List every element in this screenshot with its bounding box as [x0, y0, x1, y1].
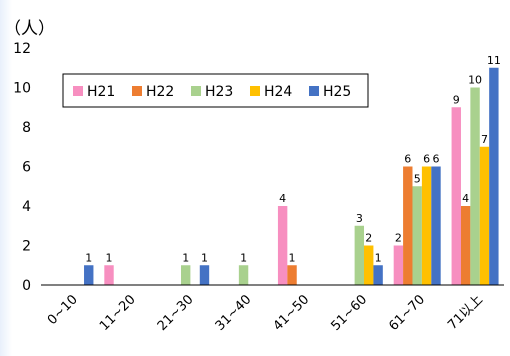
legend-swatch — [132, 86, 142, 96]
x-tick-label: 41~50 — [271, 292, 313, 334]
y-tick-label: 0 — [22, 278, 31, 294]
x-tick-label: 71以上 — [445, 292, 486, 333]
bar-h25-6 — [431, 166, 441, 285]
bar-h25-7 — [489, 67, 499, 285]
legend-label: H25 — [323, 84, 351, 100]
x-tick-label: 0~10 — [45, 292, 81, 328]
unit-label: （人） — [4, 19, 55, 39]
bar-h23-5 — [354, 225, 365, 285]
data-label: 10 — [468, 74, 482, 87]
bar-h24-5 — [364, 245, 374, 285]
data-label: 4 — [279, 192, 286, 205]
left-edge-decoration — [0, 0, 12, 356]
bar-h24-6 — [421, 166, 432, 285]
data-label: 1 — [201, 251, 208, 264]
data-label: 1 — [375, 251, 382, 264]
data-label: 9 — [453, 93, 460, 106]
bar-h23-7 — [470, 87, 480, 285]
data-label: 4 — [462, 192, 469, 205]
x-tick-label: 11~20 — [97, 292, 139, 334]
y-tick-label: 6 — [22, 160, 31, 176]
x-tick-label: 21~30 — [155, 292, 197, 334]
legend-label: H21 — [87, 84, 115, 100]
y-tick-label: 4 — [22, 199, 31, 215]
data-label: 6 — [423, 153, 430, 166]
legend-swatch — [191, 86, 201, 96]
legend-swatch — [73, 86, 83, 96]
data-label: 3 — [356, 212, 363, 225]
x-tick-label: 31~40 — [213, 292, 255, 334]
legend-swatch — [250, 86, 260, 96]
x-axis-tick-labels: 0~10 11~20 21~30 31~40 41~50 51~60 61~70 71以上 — [45, 292, 486, 334]
data-label: 1 — [289, 251, 296, 264]
legend-label: H24 — [264, 84, 292, 100]
data-label: 1 — [85, 251, 92, 264]
data-label: 7 — [481, 133, 488, 146]
bar-h25-2 — [199, 265, 210, 285]
data-label: 5 — [414, 172, 421, 185]
data-label: 1 — [182, 251, 189, 264]
y-tick-label: 10 — [13, 81, 31, 97]
data-label: 2 — [395, 232, 402, 245]
data-label: 1 — [106, 251, 113, 264]
bar-h24-7 — [479, 146, 490, 285]
data-label: 6 — [432, 153, 439, 166]
bar-h21-1 — [104, 265, 114, 285]
legend-label: H22 — [146, 84, 174, 100]
bar-h23-2 — [180, 265, 191, 285]
legend: H21 H22 H23 H24 H25 — [62, 73, 369, 108]
bar-h22-4 — [287, 265, 297, 285]
data-label: 11 — [487, 54, 501, 67]
y-tick-label: 12 — [13, 41, 31, 57]
x-tick-label: 51~60 — [328, 292, 370, 334]
bar-h23-6 — [412, 186, 422, 285]
bar-h22-7 — [460, 206, 471, 285]
y-tick-label: 2 — [22, 239, 31, 255]
bar-h21-4 — [277, 206, 288, 285]
y-tick-label: 8 — [22, 120, 31, 136]
x-tick-label: 61~70 — [386, 292, 428, 334]
bar-h25-5 — [373, 265, 383, 285]
bar-h21-6 — [393, 245, 404, 285]
data-label: 1 — [240, 251, 247, 264]
data-label: 2 — [365, 232, 372, 245]
bar-h22-6 — [403, 166, 413, 285]
legend-swatch — [309, 86, 319, 96]
y-axis-ticks: 0 2 4 6 8 10 12 — [13, 41, 31, 294]
bar-h25-0 — [84, 265, 94, 285]
data-label: 6 — [404, 153, 411, 166]
bar-h23-3 — [238, 265, 249, 285]
legend-label: H23 — [205, 84, 233, 100]
bar-h21-7 — [451, 107, 461, 285]
